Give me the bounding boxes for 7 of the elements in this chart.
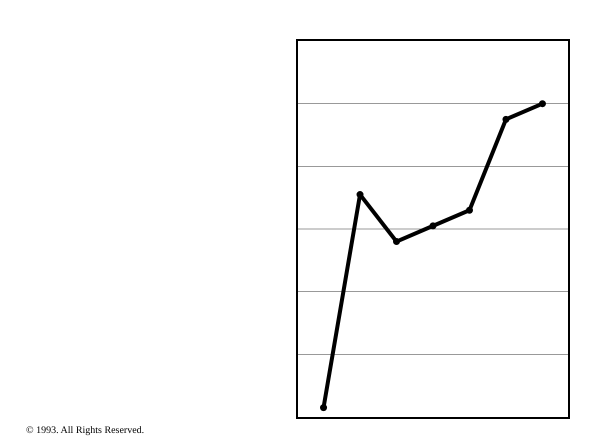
point xyxy=(429,222,436,230)
point xyxy=(466,206,473,214)
text: © 1993. All Rights Reserved. xyxy=(26,425,144,436)
point xyxy=(538,100,546,108)
point xyxy=(393,238,400,246)
point xyxy=(502,116,510,123)
point xyxy=(320,404,328,412)
